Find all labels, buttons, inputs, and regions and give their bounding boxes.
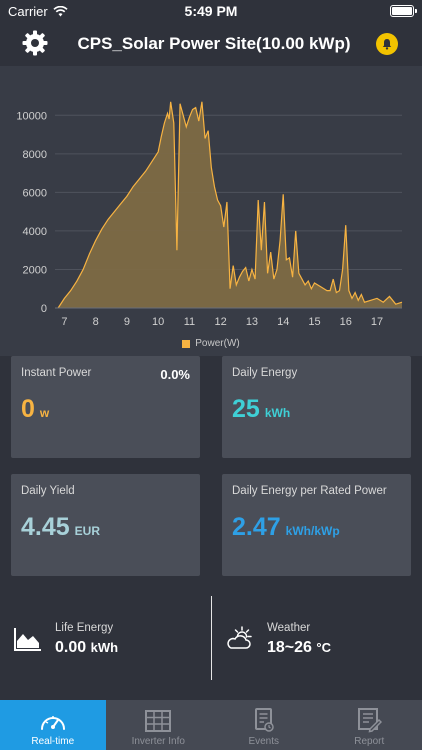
y-tick-label: 10000 (16, 110, 47, 122)
daily-energy-per-rated-unit: kWh/kWp (285, 524, 340, 538)
summary-strip: Life Energy 0.00 kWh Weather 18~26 °C (0, 596, 422, 682)
carrier-label: Carrier (8, 3, 48, 19)
legend-swatch (182, 339, 191, 348)
daily-energy-value-group: 25 kWh (232, 395, 290, 424)
tab-report-label: Report (354, 736, 385, 747)
weather-unit: °C (316, 639, 331, 655)
bell-icon (382, 39, 392, 50)
life-energy-value-row: 0.00 kWh (55, 639, 118, 657)
notification-button[interactable] (376, 33, 398, 55)
summary-divider (211, 596, 212, 680)
status-bar: Carrier 5:49 PM (0, 0, 422, 22)
weather-value-row: 18~26 °C (267, 639, 331, 657)
tab-events-label: Events (248, 736, 280, 747)
instant-power-value-group: 0 w (21, 395, 49, 424)
legend-label: Power(W) (195, 338, 240, 349)
life-energy-value: 0.00 (55, 638, 87, 656)
x-tick-label: 11 (184, 316, 195, 328)
daily-energy-value: 25 (232, 395, 260, 423)
power-chart-svg: 0 2000 4000 6000 8000 10000 7 8 9 10 11 12 13 14 15 16 1… (16, 101, 403, 328)
tab-real-time-label: Real-time (31, 736, 75, 747)
x-tick-label: 10 (152, 316, 164, 328)
x-tick-label: 16 (340, 316, 352, 328)
tab-inverter-info-label: Inverter Info (131, 736, 185, 747)
x-tick-label: 15 (308, 316, 320, 328)
daily-energy-per-rated-value-group: 2.47 kWh/kWp (232, 513, 340, 542)
y-tick-label: 0 (41, 303, 47, 315)
life-energy-text: Life Energy 0.00 kWh (55, 622, 118, 657)
inverter-icon (145, 710, 172, 732)
daily-energy-card[interactable]: Daily Energy 25 kWh (222, 356, 411, 458)
wifi-icon (53, 5, 68, 16)
y-tick-label: 2000 (23, 264, 47, 276)
x-tick-label: 14 (277, 316, 289, 328)
instant-power-label: Instant Power (21, 367, 92, 379)
x-tick-label: 13 (246, 316, 258, 328)
report-icon (358, 708, 383, 733)
status-left: Carrier (8, 4, 68, 19)
tab-real-time[interactable]: Real-time (0, 700, 106, 750)
daily-energy-per-rated-label: Daily Energy per Rated Power (232, 485, 387, 497)
x-tick-label: 12 (215, 316, 227, 328)
tab-inverter-info[interactable]: Inverter Info (106, 700, 212, 750)
daily-yield-value-group: 4.45 EUR (21, 513, 100, 542)
x-tick-label: 7 (61, 316, 67, 328)
life-energy-block[interactable]: Life Energy 0.00 kWh (13, 596, 118, 682)
tab-report[interactable]: Report (317, 700, 422, 750)
daily-energy-unit: kWh (264, 406, 291, 420)
y-tick-label: 8000 (23, 149, 47, 161)
daily-energy-per-rated-value: 2.47 (232, 513, 281, 541)
power-chart: 0 2000 4000 6000 8000 10000 7 8 9 10 11 12 13 14 15 16 1… (0, 66, 422, 356)
daily-yield-value: 4.45 (21, 513, 70, 541)
life-energy-label: Life Energy (55, 621, 114, 634)
daily-energy-per-rated-card[interactable]: Daily Energy per Rated Power 2.47 kWh/kW… (222, 474, 411, 576)
weather-text: Weather 18~26 °C (267, 622, 331, 657)
x-tick-label: 9 (124, 316, 130, 328)
y-tick-label: 4000 (23, 226, 47, 238)
weather-value: 18~26 (267, 638, 312, 656)
daily-yield-unit: EUR (74, 524, 101, 538)
gauge-icon (40, 716, 65, 730)
chart-legend: Power(W) (0, 338, 422, 349)
tab-bar: Real-time Inverter Info Events (0, 700, 422, 750)
instant-power-percent: 0.0% (160, 367, 190, 382)
instant-power-card[interactable]: Instant Power 0.0% 0 w (11, 356, 200, 458)
page-title: CPS_Solar Power Site(10.00 kWp) (77, 34, 351, 53)
instant-power-unit: w (39, 406, 50, 420)
app-header: CPS_Solar Power Site(10.00 kWp) (0, 22, 422, 66)
x-tick-label: 17 (371, 316, 383, 328)
y-tick-label: 6000 (23, 187, 47, 199)
weather-label: Weather (267, 621, 311, 634)
gear-icon[interactable] (22, 30, 48, 56)
tab-events[interactable]: Events (211, 700, 317, 750)
instant-power-value: 0 (21, 395, 35, 423)
series-power-line (57, 101, 403, 309)
daily-energy-label: Daily Energy (232, 367, 298, 379)
x-tick-label: 8 (93, 316, 99, 328)
partly-cloudy-icon (227, 626, 252, 649)
daily-yield-card[interactable]: Daily Yield 4.45 EUR (11, 474, 200, 576)
events-icon (254, 708, 274, 732)
status-time: 5:49 PM (184, 3, 238, 19)
series-power-area (58, 101, 402, 308)
life-energy-unit: kWh (90, 639, 119, 655)
weather-block[interactable]: Weather 18~26 °C (225, 596, 331, 682)
battery-icon (390, 5, 417, 17)
daily-yield-label: Daily Yield (21, 485, 75, 497)
area-chart-icon (14, 628, 41, 651)
